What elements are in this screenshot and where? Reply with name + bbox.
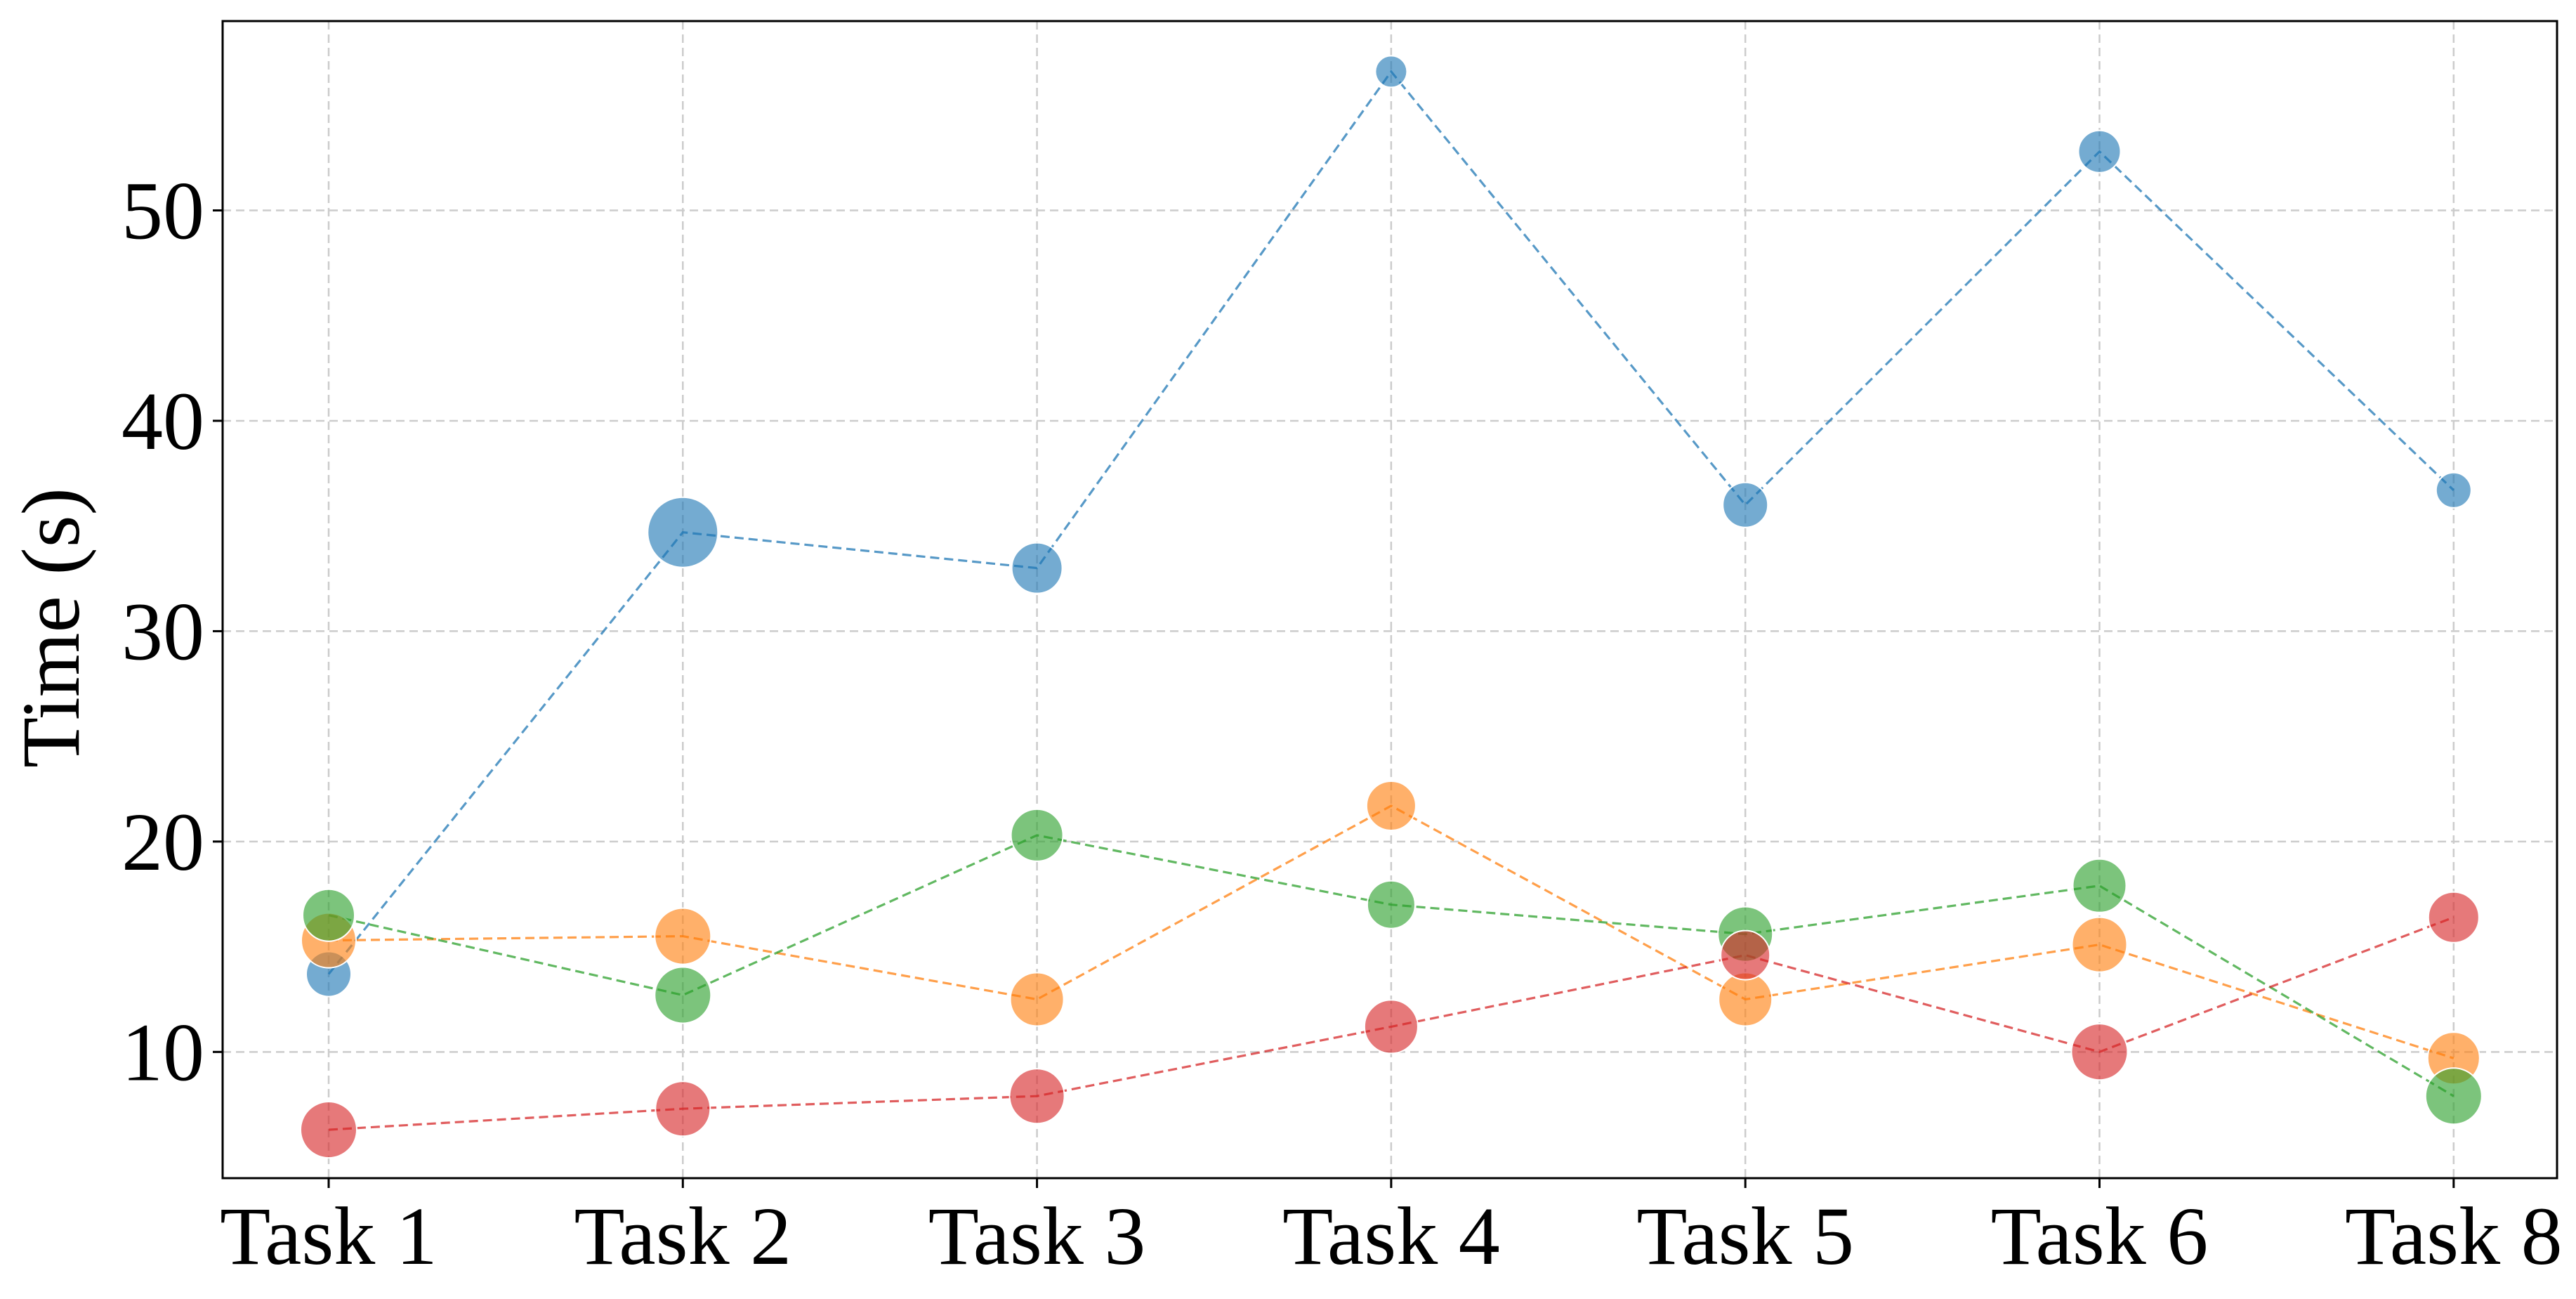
axis-ticks: Task 1 Task 2 Task 3 Task 4 Task 5 Task 6 Task… [121, 165, 2563, 1282]
series-3-point [1010, 808, 1064, 862]
y-tick-label: 20 [121, 796, 204, 888]
y-tick-label: 50 [121, 165, 204, 257]
grid [223, 21, 2557, 1178]
x-tick-label: Task 2 [574, 1190, 791, 1282]
series-1-point [2077, 129, 2122, 174]
series-4-point [1363, 999, 1419, 1055]
plot-area-frame [221, 20, 2558, 1180]
series-3-point [654, 966, 712, 1024]
x-tick-label: Task 8 [2345, 1190, 2563, 1282]
series-4-point [300, 1101, 357, 1159]
series-2-point [654, 907, 712, 965]
series-4-point [1008, 1068, 1065, 1125]
series-3-point [2424, 1067, 2483, 1125]
series-1-point [1374, 55, 1408, 89]
series-3-point [302, 888, 355, 942]
y-tick-label: 30 [121, 585, 204, 677]
x-tick-label: Task 6 [1991, 1190, 2209, 1282]
x-tick-label: Task 3 [928, 1190, 1146, 1282]
x-tick-label: Task 4 [1282, 1190, 1500, 1282]
series-2-point [1718, 972, 1773, 1027]
series-1-point [647, 496, 719, 568]
series-2-point [1365, 781, 1417, 831]
series-1-point [1722, 481, 1769, 528]
y-tick-label: 40 [121, 375, 204, 467]
x-tick-label: Task 5 [1636, 1190, 1854, 1282]
series-4-point [655, 1081, 711, 1137]
series-1-point [1011, 542, 1063, 594]
series-2-point [2071, 916, 2128, 973]
x-tick-label: Task 1 [220, 1190, 438, 1282]
series-3-point [1366, 880, 1416, 929]
series-2-point [1009, 972, 1065, 1027]
series-1-point [2435, 471, 2472, 509]
y-tick-label: 10 [121, 1006, 204, 1098]
series-4-point [2070, 1023, 2129, 1081]
series-4-point [2427, 891, 2480, 944]
series-3-point [2072, 858, 2127, 913]
series-markers [300, 55, 2483, 1159]
series-4-point [1720, 929, 1771, 981]
y-axis-label: Time (s) [5, 488, 97, 768]
